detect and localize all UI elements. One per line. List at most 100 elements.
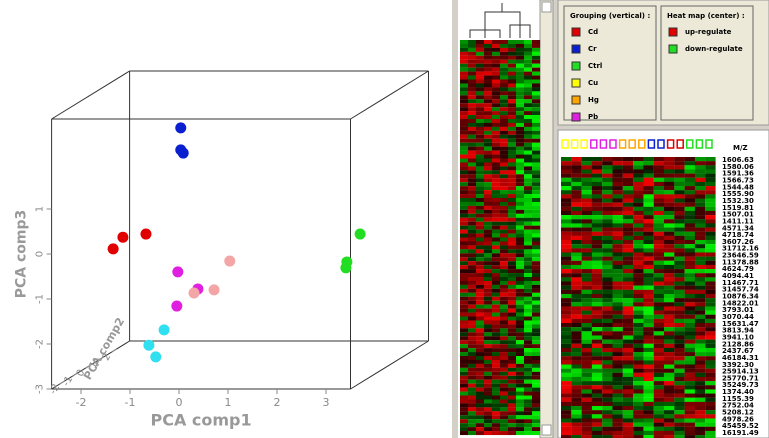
heat-cell xyxy=(602,368,613,373)
heat-cell xyxy=(561,273,572,278)
heat-cell xyxy=(500,115,509,120)
heat-cell xyxy=(460,95,469,100)
heat-cell xyxy=(516,59,525,64)
heat-cell xyxy=(653,376,665,382)
heat-cell xyxy=(684,235,695,241)
heat-cell xyxy=(643,252,654,257)
heat-cell xyxy=(524,134,533,139)
heat-cell xyxy=(571,215,582,220)
heat-cell xyxy=(643,381,654,386)
heat-cell xyxy=(500,265,509,270)
heat-cell xyxy=(516,367,525,372)
heat-cell xyxy=(460,292,469,297)
heat-cell xyxy=(561,215,572,220)
heat-cell xyxy=(705,293,716,299)
z-axis-title: PCA comp3 xyxy=(14,210,30,299)
heat-cell xyxy=(612,422,623,427)
heat-cell xyxy=(684,393,695,398)
heat-cell xyxy=(633,277,644,282)
heat-cell xyxy=(643,285,654,290)
heat-cell xyxy=(532,241,541,246)
heat-cell xyxy=(460,324,469,329)
heat-cell xyxy=(484,63,493,68)
heat-cell xyxy=(460,126,469,131)
heat-cell xyxy=(684,368,695,373)
heat-cell xyxy=(492,415,501,420)
heat-cell xyxy=(571,223,582,228)
heat-cell xyxy=(581,244,592,249)
heat-cell xyxy=(581,414,592,419)
heat-cell xyxy=(622,368,634,373)
heat-cell xyxy=(612,202,623,207)
heat-cell xyxy=(476,79,485,84)
heat-cell xyxy=(484,122,493,127)
heat-cell xyxy=(591,165,603,170)
heat-cell xyxy=(516,340,525,345)
heat-cell xyxy=(516,277,525,281)
heat-cell xyxy=(622,385,634,390)
heat-cell xyxy=(581,219,592,224)
heat-cell xyxy=(581,215,592,220)
heat-cell xyxy=(581,273,592,278)
scroll-down[interactable] xyxy=(541,424,552,436)
heat-cell xyxy=(500,352,509,357)
heat-cell xyxy=(476,194,485,199)
heat-cell xyxy=(524,253,533,258)
heat-cell xyxy=(561,368,572,373)
scrollbar[interactable] xyxy=(539,0,554,438)
heat-cell xyxy=(602,410,613,415)
z-tick-label: 1 xyxy=(35,206,46,212)
heat-cell xyxy=(602,372,613,378)
heat-cell xyxy=(581,256,592,261)
heat-cell xyxy=(524,383,533,388)
heat-cell xyxy=(622,410,634,415)
heat-cell xyxy=(705,418,716,423)
heat-cell xyxy=(516,273,525,278)
heat-cell xyxy=(591,401,603,407)
heat-cell xyxy=(643,206,654,212)
heat-cell xyxy=(516,40,525,44)
heat-cell xyxy=(492,205,501,210)
heat-cell xyxy=(612,310,623,315)
heat-cell xyxy=(633,256,644,261)
heat-cell xyxy=(581,181,592,187)
heat-cell xyxy=(612,256,623,261)
heat-cell xyxy=(492,201,501,206)
heat-cell xyxy=(643,202,654,207)
heat-cell xyxy=(612,235,623,241)
heat-cell xyxy=(633,194,644,199)
heat-cell xyxy=(561,310,572,315)
heat-cell xyxy=(643,372,654,378)
heat-cell xyxy=(591,202,603,207)
heat-cell xyxy=(561,210,572,216)
heat-cell xyxy=(591,285,603,290)
heat-cell xyxy=(561,372,572,378)
heat-cell xyxy=(484,336,493,341)
heat-cell xyxy=(694,389,706,394)
heat-cell xyxy=(674,347,685,353)
scroll-up[interactable] xyxy=(541,1,552,13)
heat-cell xyxy=(664,352,675,357)
heat-cell xyxy=(468,375,477,380)
heat-cell xyxy=(484,146,493,151)
heat-cell xyxy=(602,181,613,187)
heat-cell xyxy=(694,360,706,365)
heat-cell xyxy=(508,158,517,163)
heat-cell xyxy=(500,134,509,139)
heat-cell xyxy=(694,231,706,236)
heat-cell xyxy=(643,260,654,265)
heat-cell xyxy=(622,298,634,303)
heat-cell xyxy=(705,343,716,348)
heat-cell xyxy=(705,323,716,328)
heat-cell xyxy=(705,206,716,212)
heat-cell xyxy=(643,310,654,315)
heat-cell xyxy=(524,103,533,108)
heat-cell xyxy=(508,359,517,364)
heat-cell xyxy=(500,324,509,329)
heat-cell xyxy=(532,300,541,305)
heat-cell xyxy=(664,264,675,270)
heat-cell xyxy=(468,134,477,139)
heat-cell xyxy=(633,260,644,265)
heat-cell xyxy=(622,264,634,270)
heat-cell xyxy=(643,256,654,261)
